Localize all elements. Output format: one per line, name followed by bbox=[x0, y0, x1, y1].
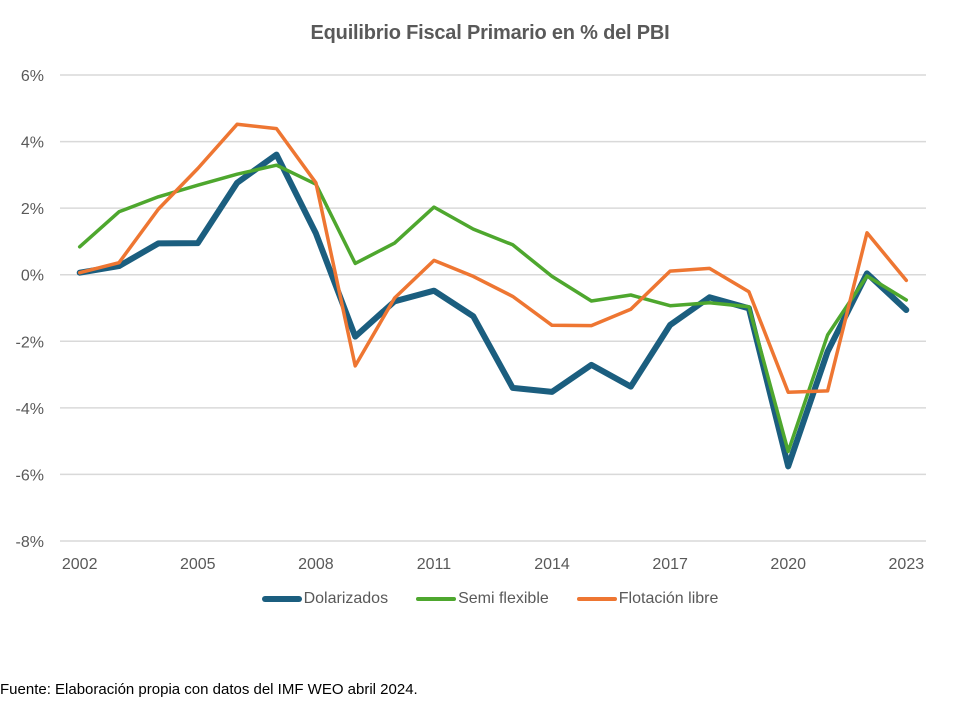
legend-swatch bbox=[416, 597, 457, 601]
legend: Dolarizados Semi flexible Flotación libre bbox=[0, 590, 980, 608]
series-lines bbox=[76, 122, 910, 470]
y-tick-label: -6% bbox=[16, 467, 44, 484]
line-chart: 6% 4% 2% 0% -2% -4% -6% -8% 2002 2005 2008 2011 201… bbox=[16, 68, 926, 573]
legend-label: Semi flexible bbox=[458, 590, 549, 607]
chart-title: Equilibrio Fiscal Primario en % del PBI bbox=[310, 22, 670, 44]
series-line-flotaci-n-libre bbox=[77, 122, 909, 394]
x-tick-label: 2008 bbox=[298, 556, 334, 573]
series-line-dolarizados bbox=[76, 151, 910, 470]
x-tick-label: 2017 bbox=[652, 556, 688, 573]
legend-item: Flotación libre bbox=[576, 590, 719, 608]
x-tick-label: 2002 bbox=[62, 556, 98, 573]
y-tick-label: -2% bbox=[16, 334, 44, 351]
y-tick-label: 0% bbox=[21, 268, 44, 285]
gridlines bbox=[60, 74, 926, 542]
x-tick-label: 2005 bbox=[180, 556, 216, 573]
x-tick-label: 2014 bbox=[534, 556, 570, 573]
x-tick-label: 2020 bbox=[770, 556, 806, 573]
legend-label: Flotación libre bbox=[618, 590, 719, 607]
x-tick-label: 2011 bbox=[417, 556, 452, 573]
series-line-semi-flexible bbox=[77, 163, 909, 454]
source-note: Fuente: Elaboración propia con datos del… bbox=[0, 681, 418, 698]
legend-label: Dolarizados bbox=[303, 590, 389, 607]
legend-swatch bbox=[261, 596, 302, 602]
legend-swatch bbox=[576, 597, 617, 601]
y-tick-label: 4% bbox=[21, 135, 44, 152]
y-tick-label: -4% bbox=[16, 401, 44, 418]
x-tick-label: 2023 bbox=[889, 556, 925, 573]
y-axis-tick-labels: 6% 4% 2% 0% -2% -4% -6% -8% bbox=[16, 68, 44, 551]
legend-item: Semi flexible bbox=[416, 590, 549, 608]
legend-item: Dolarizados bbox=[261, 590, 389, 608]
y-tick-label: 6% bbox=[21, 68, 44, 85]
y-tick-label: 2% bbox=[21, 201, 44, 218]
x-axis-tick-labels: 2002 2005 2008 2011 2014 2017 2020 2023 bbox=[62, 556, 924, 573]
y-tick-label: -8% bbox=[16, 534, 44, 551]
